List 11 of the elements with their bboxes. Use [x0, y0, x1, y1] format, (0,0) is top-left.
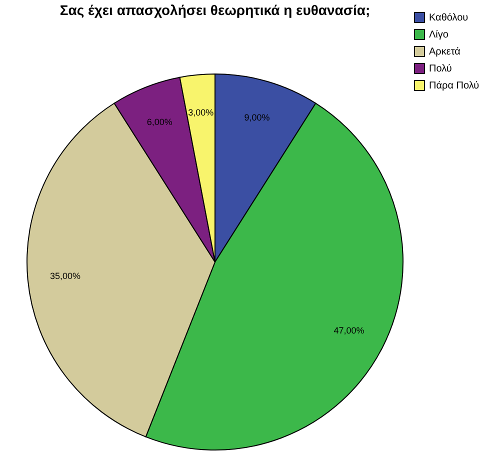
- legend-label: Αρκετά: [429, 46, 461, 58]
- legend-label: Καθόλου: [429, 12, 468, 24]
- data-label: 35,00%: [50, 271, 81, 282]
- legend-label: Λίγο: [429, 30, 449, 40]
- data-label: 47,00%: [334, 325, 364, 336]
- data-label: 3,00%: [188, 107, 214, 118]
- chart-title: Σας έχει απασχολήσει θεωρητικά η ευθανασία;: [60, 2, 370, 18]
- data-label: 9,00%: [244, 112, 270, 123]
- legend-label: Πάρα Πολύ: [429, 80, 480, 92]
- legend-label: Πολύ: [429, 64, 452, 74]
- data-label: 6,00%: [146, 117, 172, 128]
